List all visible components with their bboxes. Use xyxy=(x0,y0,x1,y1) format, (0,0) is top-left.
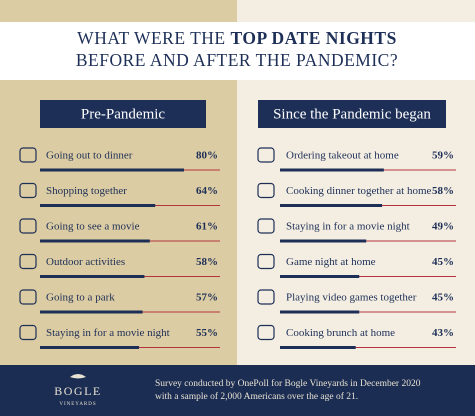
footnote: Survey conducted by OnePoll for Bogle Vi… xyxy=(155,378,421,389)
icon xyxy=(19,289,37,305)
icon xyxy=(19,324,37,341)
category-label: Playing video games together xyxy=(286,292,417,304)
category-label: Going to see a movie xyxy=(46,221,140,233)
category-label: Going out to dinner xyxy=(46,150,133,162)
icon xyxy=(19,182,37,199)
value-label: 61% xyxy=(196,221,218,233)
icon xyxy=(19,253,37,270)
value-label: 43% xyxy=(432,327,454,339)
category-label: Ordering takeout at home xyxy=(286,150,399,162)
icon xyxy=(257,218,275,234)
title-bold: TOP DATE NIGHTS xyxy=(230,28,396,48)
category-label: Shopping together xyxy=(46,185,127,197)
icon xyxy=(19,218,37,234)
bar xyxy=(40,204,156,207)
bar xyxy=(40,310,143,314)
bar xyxy=(40,275,145,278)
icon xyxy=(257,253,275,270)
value-label: 59% xyxy=(432,150,454,162)
title-lead: WHAT WERE THE xyxy=(77,28,225,48)
value-label: 55% xyxy=(196,327,218,339)
category-label: Staying in for a movie night xyxy=(286,221,410,233)
bar xyxy=(280,204,383,207)
bar xyxy=(280,346,356,349)
value-label: 80% xyxy=(196,150,218,162)
category-label: Cooking brunch at home xyxy=(286,327,395,339)
bar xyxy=(280,239,367,243)
value-label: 64% xyxy=(196,185,218,197)
category-label: Game night at home xyxy=(286,256,376,268)
bar xyxy=(280,275,360,278)
brand-sub: VINEYARDS xyxy=(59,402,96,407)
bar xyxy=(280,168,384,172)
value-label: 45% xyxy=(432,292,454,304)
category-label: Outdoor activities xyxy=(46,256,125,268)
footnote: with a sample of 2,000 Americans over th… xyxy=(155,391,358,402)
footer-band xyxy=(0,365,475,416)
icon xyxy=(257,289,275,305)
title-line-1: WHAT WERE THE TOP DATE NIGHTS xyxy=(77,28,397,48)
section-title: Since the Pandemic began xyxy=(273,106,431,122)
title-band xyxy=(0,22,475,80)
bar xyxy=(40,239,150,243)
section-title: Pre-Pandemic xyxy=(81,106,165,122)
value-label: 45% xyxy=(432,256,454,268)
icon xyxy=(257,182,275,199)
value-label: 57% xyxy=(196,292,218,304)
bar xyxy=(40,168,184,172)
icon xyxy=(257,147,275,163)
category-label: Cooking dinner together at home xyxy=(286,185,432,197)
icon xyxy=(19,147,37,163)
bar xyxy=(40,346,139,349)
brand: BOGLE xyxy=(54,384,102,398)
value-label: 58% xyxy=(432,185,454,197)
category-label: Going to a park xyxy=(46,292,115,304)
section-pill xyxy=(258,100,446,128)
bar xyxy=(280,310,360,314)
title-line-2: BEFORE AND AFTER THE PANDEMIC? xyxy=(76,50,398,70)
icon xyxy=(257,324,275,341)
category-label: Staying in for a movie night xyxy=(46,327,170,339)
value-label: 49% xyxy=(432,221,454,233)
logo-bird xyxy=(70,374,86,379)
section-pill xyxy=(40,100,206,128)
value-label: 58% xyxy=(196,256,218,268)
